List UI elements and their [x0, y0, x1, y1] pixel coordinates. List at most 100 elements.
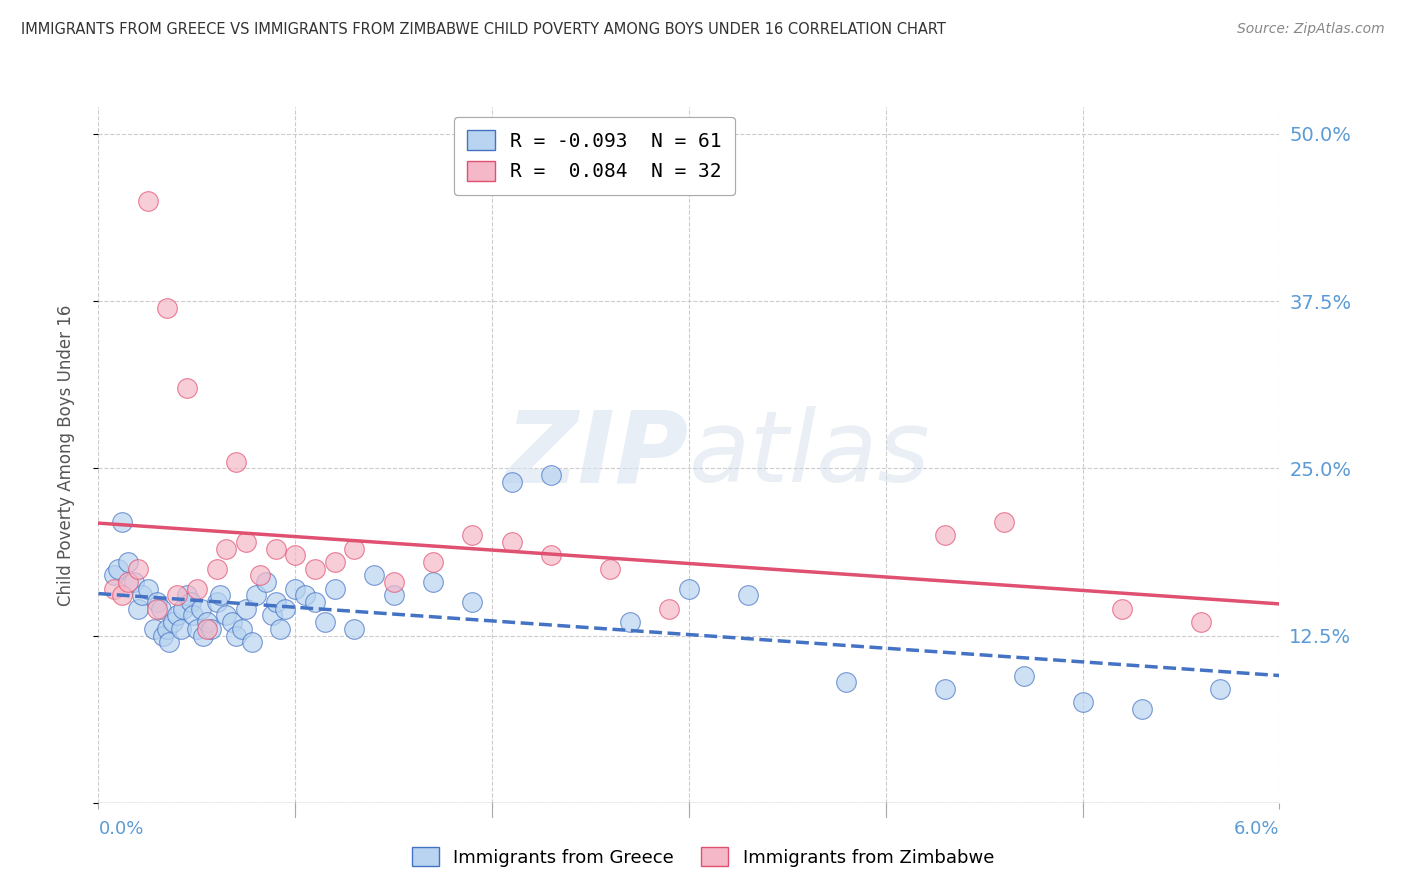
Point — [343, 622, 366, 636]
Point — [323, 555, 346, 569]
Point — [156, 301, 179, 315]
Point — [111, 515, 134, 529]
Text: 0.0%: 0.0% — [98, 820, 143, 838]
Point — [225, 455, 247, 469]
Point — [323, 582, 346, 596]
Point — [304, 595, 326, 609]
Point — [117, 575, 139, 590]
Point — [1071, 696, 1094, 710]
Point — [934, 528, 956, 542]
Point — [422, 575, 444, 590]
Legend: Immigrants from Greece, Immigrants from Zimbabwe: Immigrants from Greece, Immigrants from … — [405, 840, 1001, 874]
Point — [180, 595, 202, 609]
Point — [225, 628, 247, 642]
Point — [127, 562, 149, 576]
Point — [382, 589, 405, 603]
Point — [249, 568, 271, 582]
Point — [294, 589, 316, 603]
Point — [172, 602, 194, 616]
Point — [363, 568, 385, 582]
Point — [260, 608, 283, 623]
Text: Source: ZipAtlas.com: Source: ZipAtlas.com — [1237, 22, 1385, 37]
Point — [146, 602, 169, 616]
Point — [181, 608, 204, 623]
Text: atlas: atlas — [689, 407, 931, 503]
Point — [1012, 669, 1035, 683]
Point — [284, 582, 307, 596]
Point — [156, 622, 179, 636]
Point — [205, 562, 228, 576]
Point — [1111, 602, 1133, 616]
Point — [501, 475, 523, 489]
Point — [200, 622, 222, 636]
Point — [146, 595, 169, 609]
Point — [170, 622, 193, 636]
Point — [540, 468, 562, 483]
Point — [117, 555, 139, 569]
Point — [658, 602, 681, 616]
Point — [274, 602, 297, 616]
Point — [186, 582, 208, 596]
Text: 6.0%: 6.0% — [1234, 820, 1279, 838]
Point — [152, 628, 174, 642]
Point — [103, 568, 125, 582]
Point — [1189, 615, 1212, 630]
Point — [111, 589, 134, 603]
Point — [205, 595, 228, 609]
Point — [191, 628, 214, 642]
Point — [157, 635, 180, 649]
Point — [993, 515, 1015, 529]
Point — [314, 615, 336, 630]
Y-axis label: Child Poverty Among Boys Under 16: Child Poverty Among Boys Under 16 — [56, 304, 75, 606]
Point — [599, 562, 621, 576]
Point — [136, 194, 159, 208]
Point — [190, 602, 212, 616]
Text: IMMIGRANTS FROM GREECE VS IMMIGRANTS FROM ZIMBABWE CHILD POVERTY AMONG BOYS UNDE: IMMIGRANTS FROM GREECE VS IMMIGRANTS FRO… — [21, 22, 946, 37]
Point — [186, 622, 208, 636]
Point — [107, 562, 129, 576]
Point — [166, 608, 188, 623]
Point — [122, 575, 145, 590]
Point — [737, 589, 759, 603]
Point — [103, 582, 125, 596]
Point — [195, 622, 218, 636]
Point — [127, 602, 149, 616]
Point — [195, 615, 218, 630]
Point — [240, 635, 263, 649]
Point — [934, 681, 956, 696]
Point — [540, 548, 562, 563]
Point — [1130, 702, 1153, 716]
Point — [150, 602, 173, 616]
Point — [422, 555, 444, 569]
Point — [501, 535, 523, 549]
Point — [142, 622, 165, 636]
Point — [235, 602, 257, 616]
Point — [304, 562, 326, 576]
Point — [269, 622, 291, 636]
Point — [209, 589, 232, 603]
Point — [221, 615, 243, 630]
Point — [254, 575, 277, 590]
Point — [215, 541, 238, 556]
Point — [136, 582, 159, 596]
Point — [235, 535, 257, 549]
Point — [382, 575, 405, 590]
Point — [245, 589, 267, 603]
Point — [461, 595, 484, 609]
Point — [1209, 681, 1232, 696]
Point — [231, 622, 253, 636]
Point — [284, 548, 307, 563]
Point — [619, 615, 641, 630]
Point — [131, 589, 153, 603]
Point — [215, 608, 238, 623]
Point — [264, 595, 287, 609]
Point — [176, 381, 198, 395]
Text: ZIP: ZIP — [506, 407, 689, 503]
Point — [264, 541, 287, 556]
Point — [166, 589, 188, 603]
Legend: R = -0.093  N = 61, R =  0.084  N = 32: R = -0.093 N = 61, R = 0.084 N = 32 — [454, 117, 735, 194]
Point — [162, 615, 184, 630]
Point — [678, 582, 700, 596]
Point — [835, 675, 858, 690]
Point — [461, 528, 484, 542]
